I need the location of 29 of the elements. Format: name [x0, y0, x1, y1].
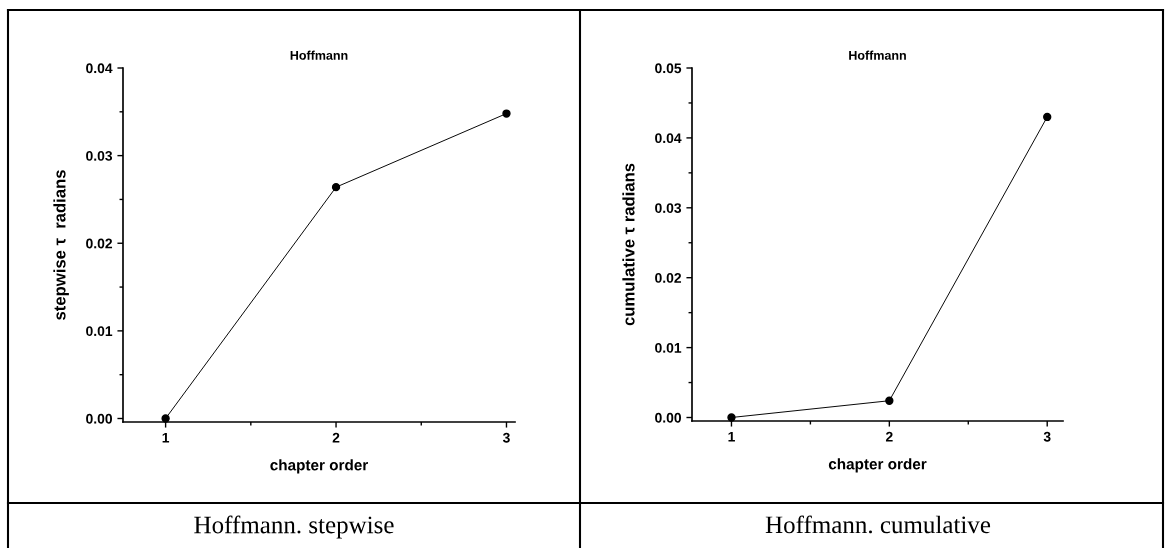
y-tick-label: 0.01: [655, 342, 682, 353]
text: Hoffmann. cumulative: [765, 515, 991, 534]
x-tick-label: 1: [728, 431, 735, 442]
x-axis-title: chapter order: [270, 459, 369, 474]
y-tick-label: 0.04: [655, 133, 682, 144]
y-tick-label: 0.03: [655, 203, 682, 213]
point: [331, 183, 341, 192]
y-tick-label: 0.04: [86, 63, 113, 74]
x-tick-label: 3: [1043, 431, 1051, 442]
x-tick-label: 2: [332, 432, 340, 443]
x-axis-title: chapter order: [828, 458, 927, 473]
point: [502, 109, 511, 118]
x-tick-label: 3: [502, 432, 510, 443]
point: [1043, 112, 1052, 122]
y-tick-label: 0.00: [655, 412, 682, 423]
y-tick-label: 0.02: [655, 273, 682, 283]
x-tick-label: 1: [162, 432, 170, 443]
x-tick-label: 2: [885, 431, 893, 442]
y-tick-label: 0.01: [86, 326, 113, 337]
y-tick-label: 0.02: [86, 238, 113, 249]
y-tick-label: 0.00: [86, 413, 113, 424]
y-axis-title: cumulative τ radians: [622, 163, 635, 326]
text: Hoffmann. stepwise: [194, 515, 394, 539]
chart-title: Hoffmann: [290, 50, 348, 60]
y-tick-label: 0.03: [86, 150, 113, 161]
y-axis-title: stepwise τ radians: [53, 170, 69, 320]
point: [885, 396, 894, 405]
y-tick-label: 0.05: [655, 63, 682, 74]
chart-title: Hoffmann: [849, 50, 906, 60]
